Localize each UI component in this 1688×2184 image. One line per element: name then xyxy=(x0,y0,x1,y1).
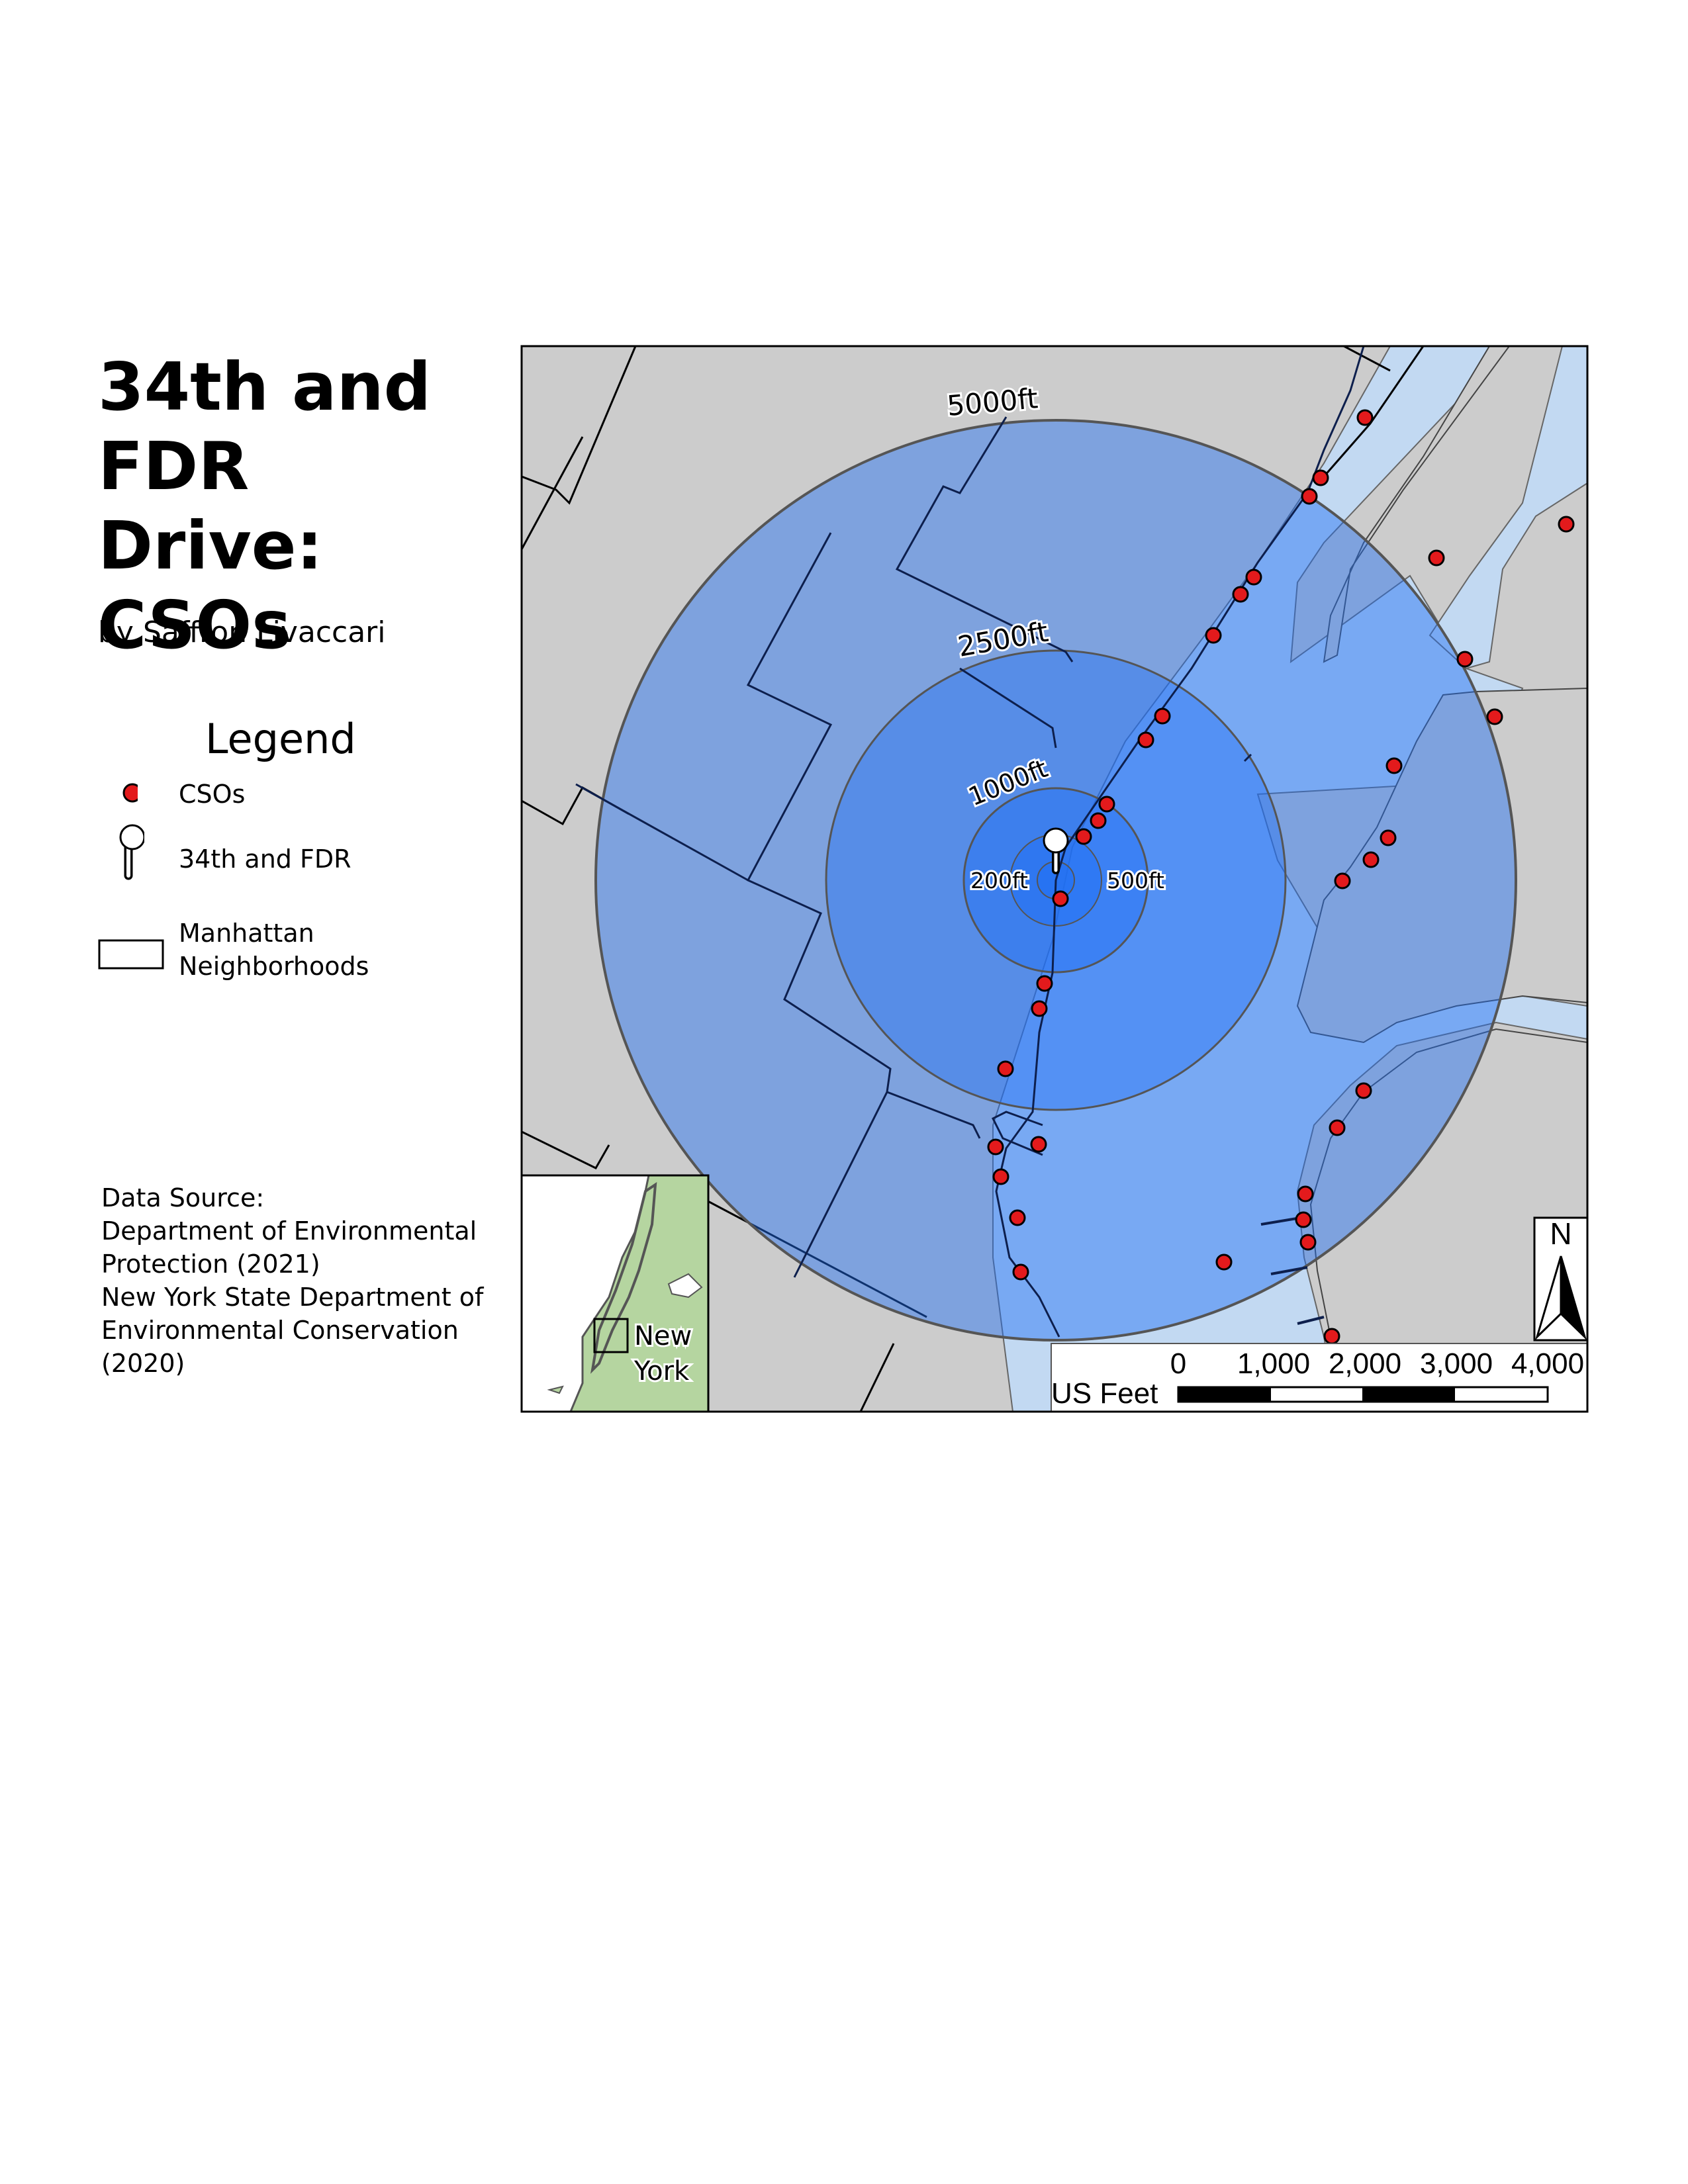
queens-shore xyxy=(1296,687,1587,1044)
cso-point xyxy=(1036,975,1053,992)
cso-point xyxy=(1486,708,1503,725)
inset-manhattan xyxy=(590,1182,657,1374)
data-source-line-5: Environmental Conservation xyxy=(101,1316,459,1345)
inset-label-line-2: York xyxy=(633,1356,690,1387)
harlem-channel xyxy=(1429,346,1587,670)
data-source-line-2: Department of Environmental xyxy=(101,1216,477,1246)
scale-unit: US Feet xyxy=(1051,1377,1158,1410)
legend-title: Legend xyxy=(205,715,356,763)
cso-point xyxy=(1456,651,1474,668)
cso-point xyxy=(1356,409,1374,426)
inset-extent-box xyxy=(593,1318,629,1353)
map-frame xyxy=(520,345,1589,1413)
legend-label-neighborhoods: Manhattan Neighborhoods xyxy=(179,917,369,983)
data-source-line-1: Data Source: xyxy=(101,1183,265,1212)
cso-point xyxy=(1323,1328,1340,1345)
cso-point xyxy=(1355,1082,1372,1099)
inset-locator-map: New York xyxy=(520,1174,710,1413)
east-river xyxy=(992,346,1587,1412)
legend-label-neighborhoods-line-1: Manhattan xyxy=(179,919,314,948)
legend-label-neighborhoods-line-2: Neighborhoods xyxy=(179,952,369,981)
cso-point xyxy=(1052,890,1069,907)
cso-point xyxy=(1154,707,1171,725)
cso-point xyxy=(1009,1209,1026,1226)
cso-point xyxy=(1301,488,1318,505)
legend-label-site: 34th and FDR xyxy=(179,844,352,874)
cso-point xyxy=(1031,1000,1048,1017)
scale-tick-3000: 3,000 xyxy=(1420,1347,1493,1380)
cso-point xyxy=(1205,627,1222,644)
cso-point xyxy=(1295,1211,1312,1228)
legend-item-neighborhoods: Manhattan Neighborhoods xyxy=(98,917,369,995)
author-credit: by Saffron Livaccari xyxy=(98,615,386,649)
cso-point xyxy=(1137,731,1154,749)
scale-segment-3 xyxy=(1362,1387,1455,1402)
scale-tick-1000: 1,000 xyxy=(1237,1347,1310,1380)
inset-water-bay xyxy=(667,1273,703,1298)
data-source-line-3: Protection (2021) xyxy=(101,1250,320,1279)
map-title-line-2: FDR Drive: xyxy=(98,428,323,584)
legend-item-site: 34th and FDR xyxy=(98,824,352,889)
polygon-outline-icon xyxy=(98,939,164,970)
inset-island xyxy=(547,1385,564,1394)
site-pin-34th-fdr xyxy=(1043,827,1069,874)
roosevelt-island xyxy=(1323,346,1511,663)
scale-tick-0: 0 xyxy=(1170,1347,1186,1380)
cso-point xyxy=(1297,1185,1314,1203)
cso-point xyxy=(1334,872,1351,889)
map-title-line-3: CSOs xyxy=(98,586,291,664)
neighborhood-boundaries-inner xyxy=(575,346,1365,1338)
brooklyn-shore xyxy=(1309,1028,1587,1412)
cso-point xyxy=(987,1138,1004,1156)
scale-segment-1 xyxy=(1178,1387,1271,1402)
cso-point xyxy=(1312,469,1329,486)
data-source-line-4: New York State Department of xyxy=(101,1283,484,1312)
cso-points xyxy=(987,409,1575,1345)
cso-point xyxy=(1012,1263,1029,1281)
map-title: 34th and FDR Drive: CSOs xyxy=(98,347,495,665)
legend-label-csos: CSOs xyxy=(179,780,246,809)
data-source: Data Source: Department of Environmental… xyxy=(101,1181,483,1380)
piers xyxy=(1260,1216,1325,1325)
scale-tick-4000: 4,000 xyxy=(1511,1347,1584,1380)
cso-point xyxy=(1428,549,1445,567)
cso-point xyxy=(1299,1234,1317,1251)
map-pin-icon xyxy=(119,824,146,880)
cso-point xyxy=(1362,851,1380,868)
data-source-line-6: (2020) xyxy=(101,1349,185,1378)
inset-label-line-1: New xyxy=(634,1321,692,1351)
north-arrow: N xyxy=(1533,1216,1589,1342)
north-arrow-right-icon xyxy=(1560,1255,1587,1341)
label-200ft: 200ft xyxy=(970,868,1028,893)
cso-point xyxy=(1245,569,1262,586)
cso-point xyxy=(1558,516,1575,533)
cso-point xyxy=(1385,757,1403,774)
cso-point xyxy=(1075,828,1092,845)
cso-point xyxy=(1215,1253,1233,1271)
cso-point xyxy=(992,1168,1009,1185)
north-label: N xyxy=(1550,1216,1571,1251)
scale-tick-2000: 2,000 xyxy=(1329,1347,1401,1380)
cso-point xyxy=(1232,586,1249,603)
cso-point xyxy=(997,1060,1014,1077)
cso-point xyxy=(1380,829,1397,846)
label-500ft: 500ft xyxy=(1107,868,1164,893)
scale-bar: 0 1,000 2,000 3,000 4,000 US Feet xyxy=(1051,1343,1588,1412)
cso-point xyxy=(1030,1136,1047,1153)
cso-point xyxy=(1098,796,1115,813)
cso-point xyxy=(1090,812,1107,829)
cso-point xyxy=(1329,1119,1346,1136)
map-title-line-1: 34th and xyxy=(98,348,432,426)
